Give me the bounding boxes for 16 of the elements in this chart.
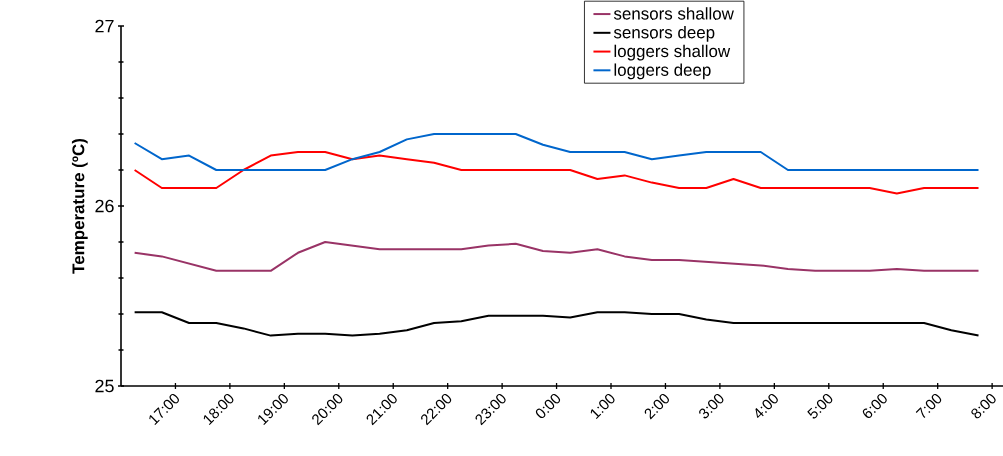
legend-label: sensors shallow <box>613 7 734 20</box>
x-tick-label: 0:00 <box>535 393 561 419</box>
x-tick-label: 8:00 <box>971 393 996 419</box>
legend-label: loggers shallow <box>614 44 731 61</box>
y-tick-label: 26 <box>95 199 114 213</box>
y-axis-title: Temperature (ºC) <box>71 139 88 274</box>
x-tick-label: 7:00 <box>915 393 942 419</box>
x-tick-label: 3:00 <box>699 393 724 419</box>
x-tick-label: 1:00 <box>590 393 615 420</box>
x-tick-label: 4:00 <box>755 393 778 419</box>
legend-label: sensors deep <box>613 25 715 42</box>
x-tick-label: 6:00 <box>862 393 887 418</box>
legend-label: loggers deep <box>614 63 711 80</box>
y-tick-label: 25 <box>95 379 114 393</box>
y-tick-label: 27 <box>95 19 114 33</box>
x-tick-label: 5:00 <box>807 393 833 419</box>
